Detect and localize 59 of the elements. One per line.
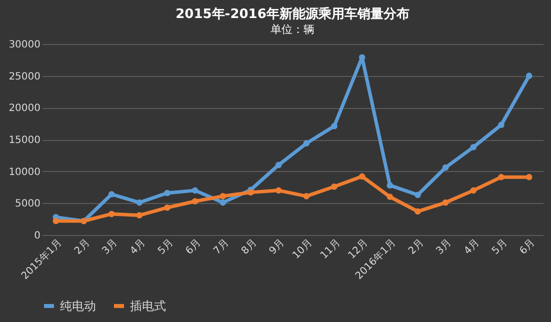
x-tick-label: 3月 xyxy=(434,238,454,257)
x-tick-label: 4月 xyxy=(128,238,148,257)
point xyxy=(275,162,282,168)
x-tick-label: 10月 xyxy=(290,238,315,262)
point xyxy=(220,199,226,206)
x-tick-label: 11月 xyxy=(318,238,343,262)
point xyxy=(498,122,504,128)
point xyxy=(526,174,532,180)
y-tick-label: 5000 xyxy=(15,198,40,210)
point xyxy=(136,199,143,206)
y-tick-label: 0 xyxy=(34,230,40,242)
point xyxy=(386,194,394,200)
chart-subtitle: 单位：辆 xyxy=(270,23,314,36)
y-tick-label: 10000 xyxy=(8,166,40,178)
chart-title: 2015年-2016年新能源乘用车销量分布 xyxy=(176,6,410,22)
point xyxy=(414,208,421,215)
point xyxy=(136,212,143,218)
x-tick-label: 12月 xyxy=(346,238,370,262)
y-tick-label: 25000 xyxy=(8,71,40,82)
point xyxy=(192,187,198,194)
point xyxy=(470,187,477,194)
point xyxy=(386,182,394,188)
legend-label: 纯电动 xyxy=(60,299,96,313)
point xyxy=(248,189,254,196)
x-tick-label: 2月 xyxy=(406,238,426,257)
point xyxy=(164,190,170,196)
point xyxy=(303,193,310,200)
point xyxy=(470,144,477,150)
point xyxy=(164,204,170,211)
x-tick-label: 6月 xyxy=(184,238,204,257)
point xyxy=(358,54,366,61)
y-tick-label: 30000 xyxy=(8,40,40,50)
point xyxy=(220,193,226,200)
point xyxy=(358,173,366,180)
point xyxy=(275,187,282,194)
point xyxy=(414,192,421,198)
x-tick-label: 6月 xyxy=(518,238,538,257)
point xyxy=(192,198,198,204)
point xyxy=(498,174,504,180)
point xyxy=(442,199,449,206)
x-tick-label: 5月 xyxy=(156,238,176,257)
point xyxy=(442,164,449,171)
y-tick-label: 20000 xyxy=(8,103,40,114)
point xyxy=(331,122,338,130)
point xyxy=(331,183,338,190)
point xyxy=(526,72,532,79)
point xyxy=(108,210,115,218)
legend-label: 插电式 xyxy=(130,299,166,313)
x-tick-label: 5月 xyxy=(490,238,510,257)
y-tick-label: 15000 xyxy=(8,135,40,146)
x-tick-label: 8月 xyxy=(240,238,260,257)
point xyxy=(52,218,60,224)
x-tick-label: 3月 xyxy=(100,238,120,257)
point xyxy=(108,191,115,198)
x-tick-label: 7月 xyxy=(212,238,232,257)
point xyxy=(303,140,310,146)
x-tick-label: 2月 xyxy=(72,238,92,257)
x-tick-label: 4月 xyxy=(462,238,482,257)
x-tick-label: 9月 xyxy=(268,238,287,257)
